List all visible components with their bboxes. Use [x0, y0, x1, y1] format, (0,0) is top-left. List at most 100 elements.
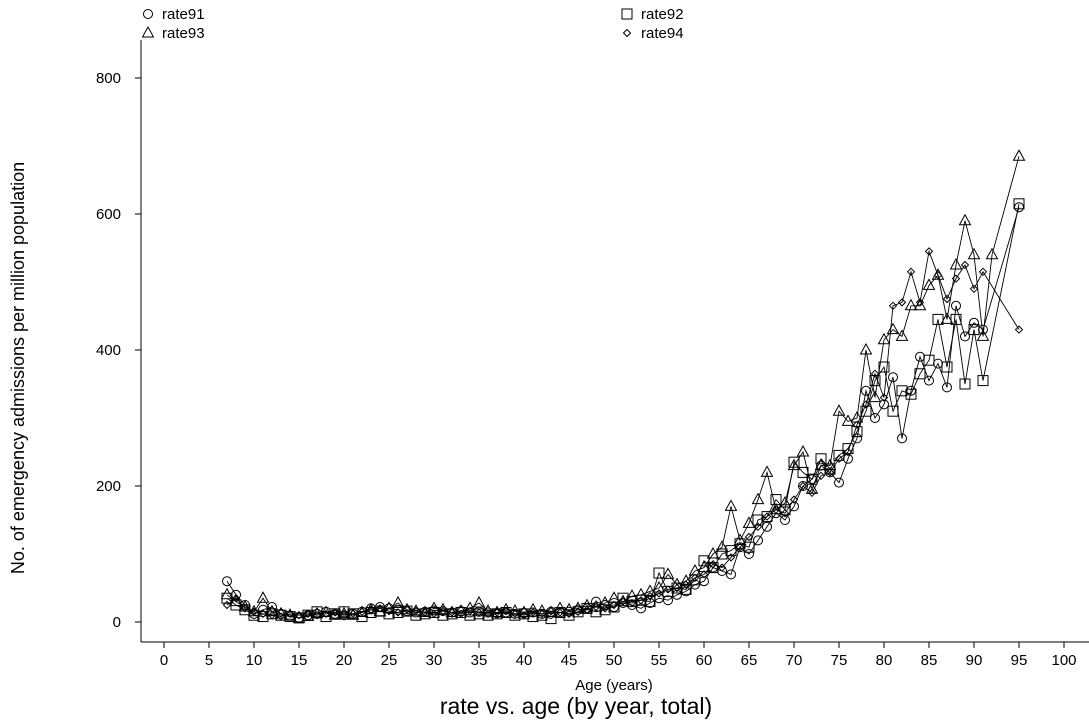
data-point-rate94 [249, 607, 259, 617]
data-point-rate94 [294, 610, 304, 620]
data-point-rate94 [492, 608, 502, 617]
data-point-rate94 [762, 512, 772, 521]
data-point-rate92 [950, 313, 962, 325]
data-point-rate93 [526, 602, 540, 615]
legend-label: rate93 [162, 25, 205, 42]
data-point-rate92 [887, 405, 899, 417]
series-line-rate91 [226, 207, 1020, 619]
data-point-rate94 [708, 559, 718, 569]
y-axis-title: No. of emergency admissions per million … [8, 162, 28, 574]
data-point-rate93 [868, 390, 882, 403]
x-tick-label: 35 [471, 652, 488, 669]
data-point-rate94 [465, 606, 475, 616]
data-point-rate94 [672, 583, 682, 593]
x-tick-label: 85 [921, 652, 938, 669]
data-point-rate94 [618, 597, 628, 606]
data-point-rate92 [878, 361, 890, 373]
data-point-rate93 [724, 499, 738, 511]
data-point-rate93 [778, 495, 792, 508]
data-point-rate92 [653, 567, 665, 579]
data-point-rate92 [1013, 198, 1025, 210]
x-tick-label: 95 [1011, 652, 1028, 669]
data-point-rate94 [924, 247, 934, 256]
data-point-rate94 [537, 609, 547, 619]
data-point-rate91 [870, 413, 880, 423]
data-point-rate93 [670, 577, 684, 590]
data-point-rate93 [814, 458, 828, 471]
data-point-rate92 [716, 548, 728, 560]
legend-label: rate92 [641, 6, 684, 23]
data-point-rate93 [760, 465, 774, 477]
x-tick-label: 60 [696, 652, 713, 669]
data-point-rate94 [1014, 325, 1024, 334]
data-point-rate91 [222, 576, 232, 587]
y-tick-label: 600 [96, 206, 121, 223]
data-point-rate94 [969, 284, 979, 294]
y-tick-label: 400 [96, 342, 121, 359]
data-point-rate94 [411, 606, 421, 616]
series-rate91 [222, 202, 1024, 623]
data-point-rate93 [787, 458, 801, 471]
x-tick-label: 45 [561, 652, 578, 669]
data-point-rate92 [914, 368, 926, 380]
data-point-rate94 [933, 270, 943, 280]
data-point-rate93 [715, 540, 729, 552]
data-point-rate94 [816, 471, 826, 481]
data-point-rate94 [780, 508, 790, 518]
data-point-rate93 [751, 492, 765, 505]
series-line-rate93 [226, 156, 1020, 619]
data-point-rate91 [798, 481, 808, 491]
data-point-rate92 [257, 611, 269, 623]
data-point-rate94 [438, 606, 448, 616]
legend-marker-rate93 [141, 25, 155, 38]
data-point-rate92 [545, 613, 557, 625]
data-point-rate94 [744, 532, 754, 542]
data-point-rate93 [571, 601, 585, 613]
data-point-rate94 [879, 393, 889, 402]
data-point-rate94 [942, 294, 952, 304]
data-point-rate94 [861, 400, 871, 409]
data-point-rate94 [276, 612, 286, 621]
data-point-rate93 [220, 587, 234, 600]
data-point-rate93 [742, 516, 756, 528]
data-point-rate93 [274, 606, 288, 619]
y-tick-label: 200 [96, 478, 121, 495]
data-point-rate94 [321, 609, 331, 619]
x-tick-label: 5 [205, 652, 213, 669]
data-point-rate94 [897, 298, 907, 307]
data-point-rate94 [285, 609, 295, 619]
data-point-rate92 [725, 545, 737, 557]
data-point-rate94 [357, 607, 367, 617]
data-point-rate91 [942, 382, 952, 393]
data-point-rate94 [429, 609, 439, 619]
x-tick-label: 25 [381, 652, 398, 669]
data-point-rate92 [761, 511, 773, 523]
data-point-rate94 [609, 600, 619, 610]
data-point-rate94 [978, 267, 988, 277]
data-point-rate91 [726, 569, 736, 580]
data-point-rate93 [922, 278, 936, 290]
data-point-rate94 [267, 610, 277, 620]
data-point-rate94 [960, 260, 970, 270]
data-point-rate94 [888, 301, 898, 311]
data-point-rate94 [681, 580, 691, 589]
data-point-rate93 [967, 247, 981, 260]
y-tick-label: 800 [96, 70, 121, 87]
data-point-rate94 [915, 298, 925, 307]
x-tick-label: 90 [966, 652, 983, 669]
data-point-rate94 [843, 447, 853, 457]
x-tick-label: 80 [876, 652, 893, 669]
data-point-rate94 [456, 609, 466, 619]
data-point-rate93 [481, 604, 495, 616]
data-point-rate93 [643, 584, 657, 596]
data-point-rate94 [510, 609, 520, 619]
data-point-rate93 [328, 608, 342, 620]
series-line-rate94 [226, 249, 1020, 618]
data-point-rate93 [661, 567, 675, 579]
data-point-rate93 [436, 602, 450, 615]
x-tick-label: 20 [336, 652, 353, 669]
data-point-rate92 [977, 375, 989, 387]
data-point-rate93 [472, 595, 486, 608]
data-point-rate94 [600, 604, 610, 613]
